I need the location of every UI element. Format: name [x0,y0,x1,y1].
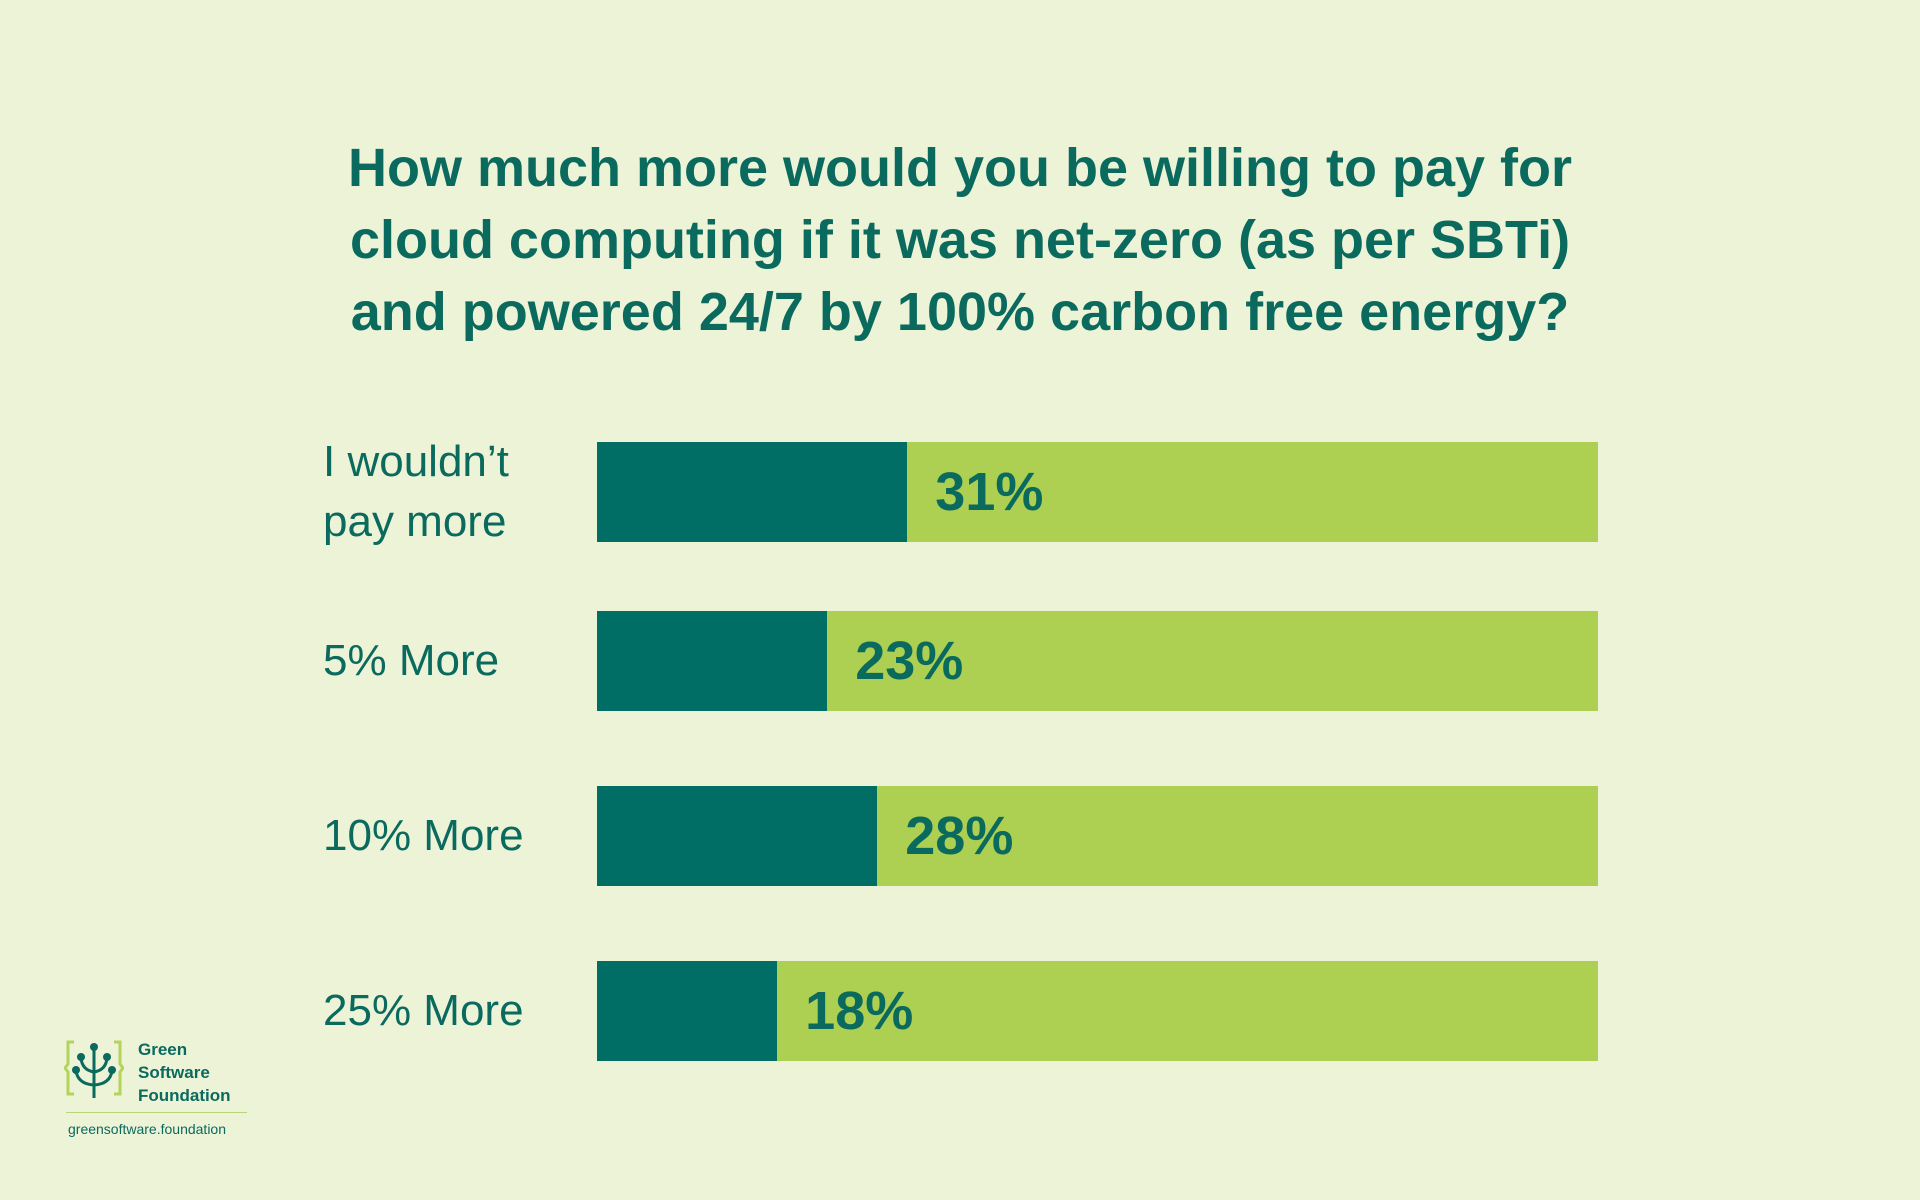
bar [597,611,828,711]
data-label: 18% [805,981,914,1041]
category-label-line: 25% More [323,986,524,1035]
data-label: 28% [905,806,1014,866]
chart-title: How much more would you be willing to pa… [0,132,1920,348]
bar-track: 31% [597,442,1598,542]
title-line: and powered 24/7 by 100% carbon free ene… [350,282,1570,342]
logo-url: greensoftware.foundation [68,1121,226,1137]
tree-in-braces-icon [64,1040,124,1098]
bar-track: 23% [597,611,1598,711]
logo-name-line: Green [138,1040,188,1059]
logo-name-line: Software [138,1063,210,1082]
category-label: 10% More [323,806,524,866]
category-label: 25% More [323,981,524,1041]
bar [597,786,878,886]
category-label: 5% More [323,631,499,691]
bar-track: 18% [597,961,1598,1061]
title-line: cloud computing if it was net-zero (as p… [349,210,1571,270]
bar [597,961,778,1061]
logo-name: Green Software Foundation [138,1038,231,1107]
bar-track: 28% [597,786,1598,886]
category-label-line: 10% More [323,811,524,860]
divider [66,1112,247,1113]
category-label-line: I wouldn’t [323,437,509,486]
title-line: How much more would you be willing to pa… [347,138,1573,198]
category-label-line: pay more [323,497,507,546]
category-label-line: 5% More [323,636,500,685]
data-label: 31% [935,462,1044,522]
bar [597,442,908,542]
data-label: 23% [855,631,964,691]
logo-name-line: Foundation [138,1086,231,1105]
category-label: I wouldn’t pay more [323,432,509,552]
